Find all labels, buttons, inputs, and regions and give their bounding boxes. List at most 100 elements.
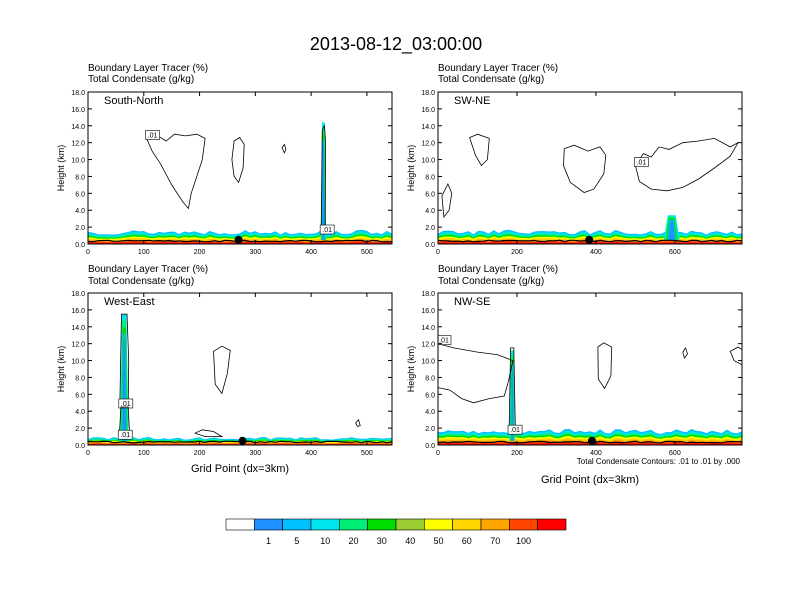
contour-label: .01 xyxy=(322,227,332,234)
panel-sw-ne: Boundary Layer Tracer (%) Total Condensa… xyxy=(438,63,558,85)
panel-name: West-East xyxy=(104,296,155,308)
plot-area: .01 .01 xyxy=(88,122,392,244)
condensate-contour xyxy=(682,346,688,359)
y-tick-label: 8.0 xyxy=(425,174,435,181)
panel-contour-label: Total Condensate (g/kg) xyxy=(88,276,194,287)
x-tick-label: 200 xyxy=(194,450,206,457)
x-tick-label: 0 xyxy=(436,249,440,256)
condensate-contour xyxy=(213,345,231,395)
y-axis-label: Height (km) xyxy=(406,346,416,393)
x-tick-label: 400 xyxy=(305,249,317,256)
x-tick-label: 100 xyxy=(138,450,150,457)
x-tick-label: 100 xyxy=(138,249,150,256)
y-tick-label: 2.0 xyxy=(425,426,435,433)
panel-field-label: Boundary Layer Tracer (%) xyxy=(88,63,208,74)
y-tick-label: 16.0 xyxy=(71,107,85,114)
x-axis-label: Grid Point (dx=3km) xyxy=(541,474,639,486)
panel-plot-0: .01 .01 South-North 0.0 2.0 4.0 6.0 8.0 10.0 12.0… xyxy=(56,90,393,256)
station-marker xyxy=(587,436,596,445)
contour-label: .01 xyxy=(637,159,647,166)
plot-frame xyxy=(87,91,393,245)
colorbar-label: 10 xyxy=(320,536,330,546)
colorbar-swatch xyxy=(452,518,482,531)
x-axis-label: Grid Point (dx=3km) xyxy=(191,463,289,475)
colorbar-label: 20 xyxy=(348,536,358,546)
y-tick-label: 4.0 xyxy=(75,409,85,416)
colorbar-swatch xyxy=(423,518,453,531)
panel-name: South-North xyxy=(104,95,163,107)
y-tick-label: 8.0 xyxy=(75,174,85,181)
colorbar-label: 60 xyxy=(462,536,472,546)
x-tick-label: 600 xyxy=(669,249,681,256)
y-tick-label: 12.0 xyxy=(71,141,85,148)
station-marker xyxy=(234,235,243,244)
x-tick-label: 600 xyxy=(669,450,681,457)
y-tick-label: 0.0 xyxy=(425,443,435,450)
contour-label-box xyxy=(145,130,160,140)
colorbar-swatch xyxy=(537,518,567,531)
contour-label: .01 xyxy=(121,401,131,408)
panel-plot-1: .01 SW-NE 0.0 2.0 4.0 6.0 8.0 10.0 12.0 14.0 16.0 1… xyxy=(406,90,743,256)
x-tick-label: 500 xyxy=(361,450,373,457)
y-tick-label: 18.0 xyxy=(71,291,85,298)
y-tick-label: 14.0 xyxy=(71,124,85,131)
colorbar-swatch xyxy=(480,518,510,531)
y-tick-label: 0.0 xyxy=(75,443,85,450)
x-tick-label: 200 xyxy=(511,450,523,457)
x-tick-label: 0 xyxy=(86,450,90,457)
plot-area: .01 .01 xyxy=(438,335,742,445)
y-tick-label: 2.0 xyxy=(75,225,85,232)
station-marker xyxy=(238,436,247,445)
contour-label-box xyxy=(438,335,452,345)
condensate-contour xyxy=(146,133,206,210)
y-tick-label: 4.0 xyxy=(425,208,435,215)
y-tick-label: 4.0 xyxy=(425,409,435,416)
panels-layer: .01 .01 South-North 0.0 2.0 4.0 6.0 8.0 10.0 12.0… xyxy=(56,90,743,457)
plot-frame xyxy=(437,292,743,446)
contour-label: .01 xyxy=(510,427,520,434)
contour-label-box xyxy=(117,429,133,440)
x-tick-label: 400 xyxy=(590,249,602,256)
station-marker xyxy=(585,235,594,244)
panel-west-east: Boundary Layer Tracer (%) Total Condensa… xyxy=(88,264,289,475)
condensate-contour xyxy=(194,429,224,437)
colorbar: 1 5 10 20 30 40 50 60 70 100 xyxy=(225,518,567,546)
x-tick-label: 500 xyxy=(361,249,373,256)
colorbar-swatch xyxy=(367,518,397,531)
contour-label-box xyxy=(118,398,134,409)
contour-label: .01 xyxy=(120,432,130,439)
y-tick-label: 10.0 xyxy=(421,359,435,366)
panel-contour-label: Total Condensate (g/kg) xyxy=(88,74,194,85)
y-tick-label: 14.0 xyxy=(71,325,85,332)
y-tick-label: 6.0 xyxy=(75,191,85,198)
colorbar-label: 40 xyxy=(405,536,415,546)
contour-label-box xyxy=(634,157,649,167)
y-axis-label: Height (km) xyxy=(406,145,416,192)
condensate-contour xyxy=(469,133,490,167)
y-tick-label: 18.0 xyxy=(71,90,85,97)
y-tick-label: 8.0 xyxy=(425,375,435,382)
y-tick-label: 2.0 xyxy=(425,225,435,232)
x-tick-label: 200 xyxy=(194,249,206,256)
x-tick-label: 400 xyxy=(305,450,317,457)
y-tick-label: 12.0 xyxy=(421,141,435,148)
colorbar-swatch xyxy=(395,518,425,531)
colorbar-label: 5 xyxy=(294,536,299,546)
y-tick-label: 10.0 xyxy=(71,158,85,165)
colorbar-swatch xyxy=(508,518,538,531)
plume-fill xyxy=(668,221,675,240)
y-tick-label: 16.0 xyxy=(421,107,435,114)
y-tick-label: 8.0 xyxy=(75,375,85,382)
colorbar-label: 100 xyxy=(516,536,531,546)
y-tick-label: 14.0 xyxy=(421,325,435,332)
condensate-contour xyxy=(231,137,245,184)
y-tick-label: 2.0 xyxy=(75,426,85,433)
panel-field-label: Boundary Layer Tracer (%) xyxy=(438,63,558,74)
condensate-contour xyxy=(563,144,607,193)
condensate-contour xyxy=(438,343,514,404)
x-tick-label: 0 xyxy=(86,249,90,256)
colorbar-swatch xyxy=(282,518,312,531)
x-tick-label: 0 xyxy=(436,450,440,457)
y-tick-label: 0.0 xyxy=(75,242,85,249)
